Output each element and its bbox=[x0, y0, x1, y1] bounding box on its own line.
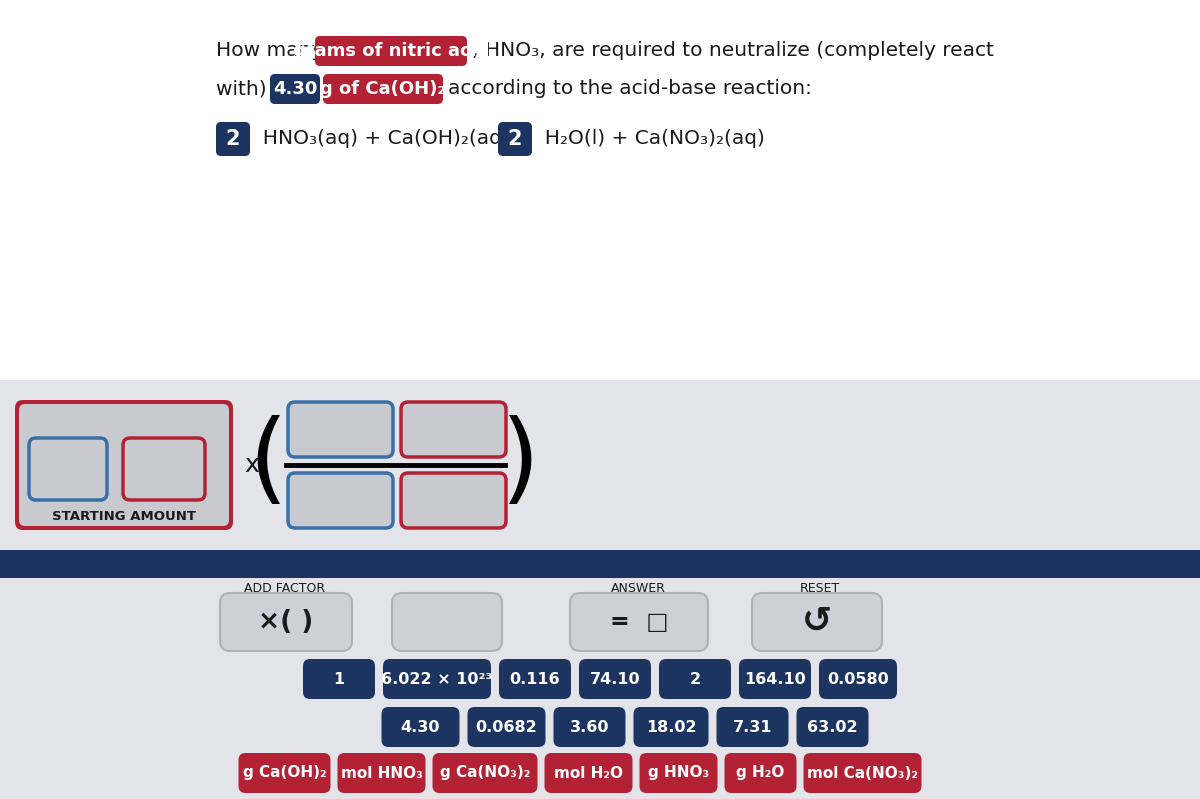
FancyBboxPatch shape bbox=[239, 753, 330, 793]
FancyBboxPatch shape bbox=[716, 707, 788, 747]
Text: 7.31: 7.31 bbox=[733, 720, 773, 734]
Text: according to the acid-base reaction:: according to the acid-base reaction: bbox=[448, 79, 812, 98]
FancyBboxPatch shape bbox=[302, 659, 374, 699]
FancyBboxPatch shape bbox=[0, 550, 1200, 578]
Text: 74.10: 74.10 bbox=[589, 671, 641, 686]
FancyBboxPatch shape bbox=[323, 74, 443, 104]
FancyBboxPatch shape bbox=[29, 438, 107, 500]
Text: mol HNO₃: mol HNO₃ bbox=[341, 765, 422, 781]
Text: 164.10: 164.10 bbox=[744, 671, 806, 686]
FancyBboxPatch shape bbox=[640, 753, 718, 793]
Text: mol Ca(NO₃)₂: mol Ca(NO₃)₂ bbox=[808, 765, 918, 781]
Text: 0.0682: 0.0682 bbox=[475, 720, 538, 734]
FancyBboxPatch shape bbox=[314, 36, 467, 66]
Text: 0.116: 0.116 bbox=[510, 671, 560, 686]
Text: 4.30: 4.30 bbox=[401, 720, 440, 734]
Text: STARTING AMOUNT: STARTING AMOUNT bbox=[52, 511, 196, 523]
Text: with): with) bbox=[216, 79, 274, 98]
FancyBboxPatch shape bbox=[739, 659, 811, 699]
Text: ADD FACTOR: ADD FACTOR bbox=[245, 582, 325, 595]
FancyBboxPatch shape bbox=[752, 593, 882, 651]
FancyBboxPatch shape bbox=[220, 593, 352, 651]
Text: mol H₂O: mol H₂O bbox=[554, 765, 623, 781]
Text: , HNO₃, are required to neutralize (completely react: , HNO₃, are required to neutralize (comp… bbox=[472, 42, 994, 61]
FancyBboxPatch shape bbox=[288, 402, 394, 457]
FancyBboxPatch shape bbox=[725, 753, 797, 793]
FancyBboxPatch shape bbox=[401, 473, 506, 528]
Text: g HNO₃: g HNO₃ bbox=[648, 765, 709, 781]
Text: 2: 2 bbox=[690, 671, 701, 686]
Text: 4.30: 4.30 bbox=[272, 80, 317, 98]
Text: 1: 1 bbox=[334, 671, 344, 686]
Text: How many: How many bbox=[216, 42, 330, 61]
Text: x: x bbox=[245, 453, 259, 477]
Text: 63.02: 63.02 bbox=[808, 720, 858, 734]
FancyBboxPatch shape bbox=[797, 707, 869, 747]
Text: 6.022 × 10²³: 6.022 × 10²³ bbox=[382, 671, 493, 686]
FancyBboxPatch shape bbox=[14, 400, 233, 530]
Text: g Ca(OH)₂: g Ca(OH)₂ bbox=[242, 765, 326, 781]
FancyBboxPatch shape bbox=[804, 753, 922, 793]
FancyBboxPatch shape bbox=[383, 659, 491, 699]
Text: g of Ca(OH)₂: g of Ca(OH)₂ bbox=[320, 80, 445, 98]
Text: ANSWER: ANSWER bbox=[611, 582, 666, 595]
FancyBboxPatch shape bbox=[382, 707, 460, 747]
Text: 18.02: 18.02 bbox=[646, 720, 696, 734]
FancyBboxPatch shape bbox=[545, 753, 632, 793]
Text: ↺: ↺ bbox=[802, 605, 832, 639]
FancyBboxPatch shape bbox=[288, 473, 394, 528]
FancyBboxPatch shape bbox=[124, 438, 205, 500]
Text: 3.60: 3.60 bbox=[570, 720, 610, 734]
FancyBboxPatch shape bbox=[818, 659, 898, 699]
FancyBboxPatch shape bbox=[392, 593, 502, 651]
FancyBboxPatch shape bbox=[216, 122, 250, 156]
FancyBboxPatch shape bbox=[499, 659, 571, 699]
FancyBboxPatch shape bbox=[0, 578, 1200, 799]
FancyBboxPatch shape bbox=[0, 0, 1200, 420]
Text: 2: 2 bbox=[508, 129, 522, 149]
Text: =  □: = □ bbox=[610, 610, 668, 634]
Text: RESET: RESET bbox=[800, 582, 840, 595]
FancyBboxPatch shape bbox=[570, 593, 708, 651]
FancyBboxPatch shape bbox=[270, 74, 320, 104]
FancyBboxPatch shape bbox=[0, 380, 1200, 550]
Text: g H₂O: g H₂O bbox=[737, 765, 785, 781]
FancyBboxPatch shape bbox=[19, 404, 229, 526]
FancyBboxPatch shape bbox=[553, 707, 625, 747]
Text: (: ( bbox=[248, 415, 288, 511]
Text: grams of nitric acid: grams of nitric acid bbox=[293, 42, 490, 60]
Text: g Ca(NO₃)₂: g Ca(NO₃)₂ bbox=[440, 765, 530, 781]
FancyBboxPatch shape bbox=[401, 402, 506, 457]
Text: HNO₃(aq) + Ca(OH)₂(aq) →: HNO₃(aq) + Ca(OH)₂(aq) → bbox=[250, 129, 533, 149]
Text: ×( ): ×( ) bbox=[258, 609, 313, 635]
FancyBboxPatch shape bbox=[580, 659, 650, 699]
FancyBboxPatch shape bbox=[498, 122, 532, 156]
Text: H₂O(l) + Ca(NO₃)₂(aq): H₂O(l) + Ca(NO₃)₂(aq) bbox=[532, 129, 764, 149]
FancyBboxPatch shape bbox=[468, 707, 546, 747]
Text: 2: 2 bbox=[226, 129, 240, 149]
FancyBboxPatch shape bbox=[659, 659, 731, 699]
Text: ): ) bbox=[500, 415, 540, 511]
Text: 0.0580: 0.0580 bbox=[827, 671, 889, 686]
FancyBboxPatch shape bbox=[634, 707, 708, 747]
FancyBboxPatch shape bbox=[337, 753, 426, 793]
FancyBboxPatch shape bbox=[432, 753, 538, 793]
